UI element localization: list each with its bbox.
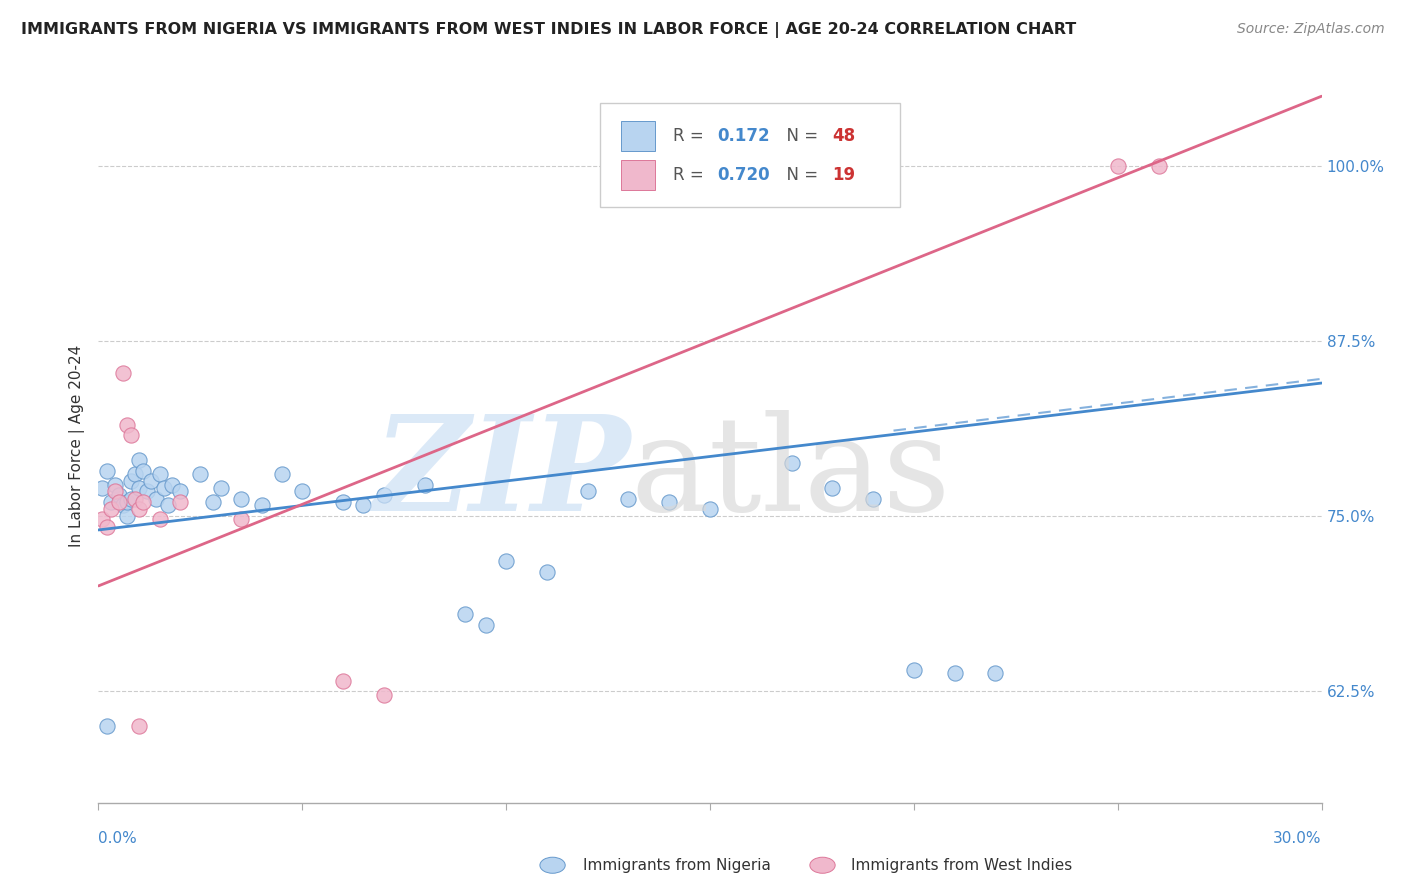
Circle shape: [540, 857, 565, 873]
Point: [474, 618, 498, 632]
Text: 0.172: 0.172: [717, 127, 770, 145]
Point: [100, 495, 122, 509]
Point: [821, 481, 844, 495]
Point: [352, 498, 374, 512]
Text: R =: R =: [673, 127, 710, 145]
Point: [209, 481, 232, 495]
Text: Source: ZipAtlas.com: Source: ZipAtlas.com: [1237, 22, 1385, 37]
Point: [617, 492, 640, 507]
Point: [160, 478, 183, 492]
Point: [454, 607, 477, 621]
Bar: [620, 160, 655, 190]
Point: [120, 492, 142, 507]
Point: [115, 417, 138, 432]
Point: [128, 481, 150, 495]
Point: [108, 488, 131, 502]
Point: [156, 498, 179, 512]
Point: [132, 495, 155, 509]
Point: [149, 512, 172, 526]
Point: [291, 483, 314, 498]
Point: [91, 481, 114, 495]
Y-axis label: In Labor Force | Age 20-24: In Labor Force | Age 20-24: [69, 345, 84, 547]
Point: [373, 488, 395, 502]
Point: [115, 508, 138, 523]
Point: [862, 492, 884, 507]
Text: R =: R =: [673, 166, 710, 184]
Point: [231, 512, 253, 526]
Point: [136, 483, 159, 498]
Point: [1107, 159, 1129, 173]
Point: [145, 492, 167, 507]
Point: [96, 464, 118, 478]
Point: [658, 495, 681, 509]
Text: N =: N =: [776, 127, 824, 145]
Text: IMMIGRANTS FROM NIGERIA VS IMMIGRANTS FROM WEST INDIES IN LABOR FORCE | AGE 20-2: IMMIGRANTS FROM NIGERIA VS IMMIGRANTS FR…: [21, 22, 1077, 38]
Point: [413, 478, 436, 492]
Point: [124, 467, 146, 481]
Text: 19: 19: [832, 166, 855, 184]
Text: atlas: atlas: [630, 410, 950, 539]
Point: [124, 492, 146, 507]
Point: [100, 502, 122, 516]
Text: 48: 48: [832, 127, 855, 145]
Point: [111, 498, 134, 512]
Point: [201, 495, 224, 509]
Text: ZIP: ZIP: [373, 410, 630, 539]
Text: Immigrants from Nigeria: Immigrants from Nigeria: [583, 858, 772, 872]
Point: [149, 467, 172, 481]
Text: 0.0%: 0.0%: [98, 831, 138, 847]
Point: [699, 502, 721, 516]
Point: [903, 663, 925, 677]
Text: N =: N =: [776, 166, 824, 184]
Point: [91, 512, 114, 526]
Point: [231, 492, 253, 507]
Point: [780, 456, 803, 470]
Circle shape: [810, 857, 835, 873]
Point: [128, 502, 150, 516]
Text: Immigrants from West Indies: Immigrants from West Indies: [851, 858, 1071, 872]
FancyBboxPatch shape: [600, 103, 900, 207]
Point: [576, 483, 599, 498]
Point: [120, 427, 142, 442]
Point: [536, 565, 558, 579]
Point: [108, 495, 131, 509]
Point: [943, 665, 966, 680]
Point: [169, 495, 191, 509]
Text: 0.720: 0.720: [717, 166, 770, 184]
Point: [128, 453, 150, 467]
Point: [115, 495, 138, 509]
Point: [104, 483, 127, 498]
Bar: [620, 120, 655, 151]
Text: 30.0%: 30.0%: [1274, 831, 1322, 847]
Point: [152, 481, 174, 495]
Point: [984, 665, 1007, 680]
Point: [111, 366, 134, 380]
Point: [373, 688, 395, 702]
Point: [332, 495, 354, 509]
Point: [188, 467, 212, 481]
Point: [495, 554, 517, 568]
Point: [96, 719, 118, 733]
Point: [332, 674, 354, 689]
Point: [96, 520, 118, 534]
Point: [270, 467, 294, 481]
Point: [250, 498, 273, 512]
Point: [104, 478, 127, 492]
Point: [128, 719, 150, 733]
Point: [169, 483, 191, 498]
Point: [1147, 159, 1170, 173]
Point: [132, 464, 155, 478]
Point: [141, 474, 163, 488]
Point: [120, 474, 142, 488]
